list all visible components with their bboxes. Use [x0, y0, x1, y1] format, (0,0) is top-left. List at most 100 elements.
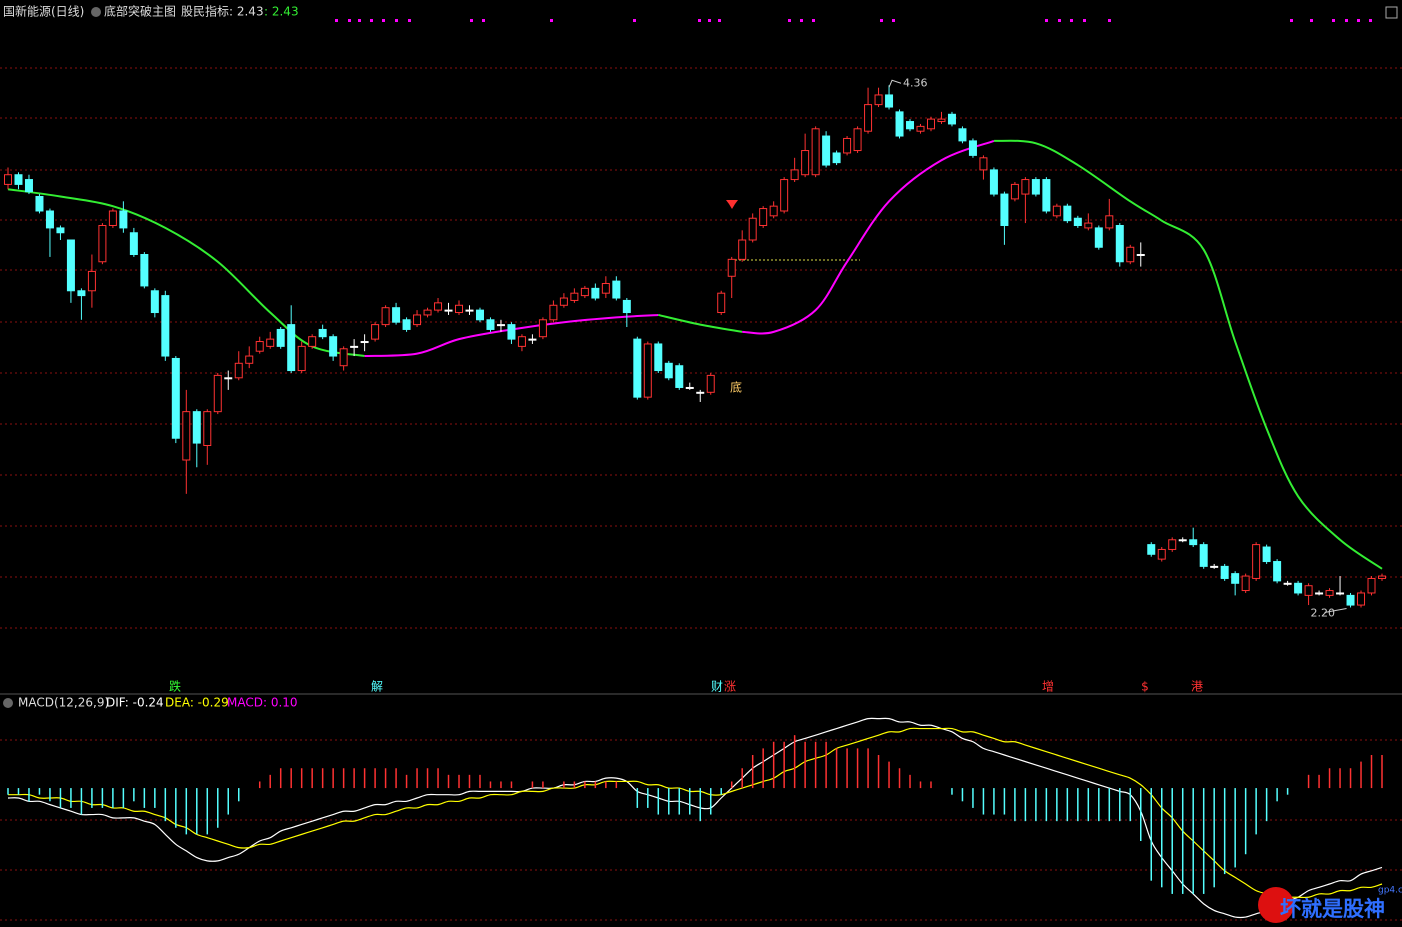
candle-body — [874, 94, 883, 106]
watermark-site: gp4.cn — [1378, 886, 1402, 896]
candle-body — [1315, 592, 1324, 595]
candle-body — [717, 292, 726, 314]
candle-body — [444, 309, 453, 312]
candle-body — [591, 287, 600, 299]
candle-body — [1189, 539, 1198, 546]
candle-body — [4, 174, 12, 185]
candle-body — [549, 304, 558, 321]
candle-body — [570, 292, 579, 301]
candle-body — [1031, 179, 1040, 195]
window-icon[interactable] — [1385, 6, 1398, 19]
candle-body — [276, 328, 285, 347]
signal-dot — [788, 19, 791, 22]
candle-body — [1336, 592, 1345, 595]
candle-body — [308, 336, 317, 347]
signal-text: 增 — [1042, 680, 1054, 694]
candle-body — [224, 377, 233, 380]
candle-body — [266, 338, 275, 347]
candle-body — [1126, 246, 1135, 263]
menu-icon[interactable] — [91, 7, 101, 17]
macd-line — [7, 727, 1383, 899]
signal-dot — [1070, 19, 1073, 22]
signal-dot — [1290, 19, 1293, 22]
candle-body — [1063, 205, 1072, 222]
candle-body — [832, 152, 841, 164]
candle-body — [696, 391, 705, 394]
ma-line — [742, 139, 995, 335]
chart-subtitle: 底部突破主图 — [104, 4, 176, 19]
candle-body — [203, 411, 212, 446]
candle-body — [947, 113, 956, 125]
candle-body — [24, 179, 33, 193]
candle-body — [1010, 183, 1019, 200]
candle-body — [1000, 193, 1009, 226]
signal-dot — [633, 19, 636, 22]
candle-body — [392, 307, 401, 323]
candle-body — [843, 137, 852, 154]
candle-body — [465, 309, 474, 312]
candle-body — [1367, 577, 1376, 594]
candle-body — [727, 258, 736, 277]
signal-dot — [1357, 19, 1360, 22]
candle-body — [413, 314, 422, 326]
min-label: 2.20 — [1311, 606, 1336, 619]
candle-body — [906, 121, 915, 130]
candle-body — [1346, 594, 1355, 606]
candle-body — [989, 169, 998, 195]
candle-body — [87, 270, 96, 292]
ma-line — [7, 188, 365, 358]
candle-body — [916, 125, 925, 132]
candle-body — [1283, 582, 1292, 585]
candle-body — [633, 338, 642, 398]
candle-body — [790, 169, 799, 181]
signal-text: $ — [1141, 680, 1149, 694]
signal-text: 港 — [1191, 680, 1203, 694]
candle-body — [801, 150, 810, 176]
candle-body — [45, 210, 54, 229]
candle-body — [1147, 544, 1156, 555]
min-pointer — [1324, 607, 1347, 613]
candle-body — [297, 345, 306, 372]
candle-body — [517, 336, 526, 347]
candle-body — [108, 210, 117, 226]
candle-body — [350, 345, 359, 348]
candle-body — [1157, 548, 1166, 560]
candle-body — [1178, 539, 1187, 542]
candle-body — [612, 280, 621, 299]
candle-body — [1042, 179, 1051, 212]
signal-text: 财 — [711, 680, 723, 694]
candle-body — [213, 374, 222, 413]
candle-body — [234, 362, 243, 379]
watermark: 坏就是股神 — [1280, 897, 1385, 921]
candle-body — [360, 341, 369, 344]
candle-body — [140, 254, 149, 287]
candle-body — [1262, 546, 1271, 563]
candle-body — [1021, 179, 1030, 195]
candle-body — [1357, 592, 1366, 606]
candle-body — [66, 239, 75, 292]
signal-dot — [470, 19, 473, 22]
candle-body — [1241, 575, 1250, 592]
macd-menu-icon[interactable] — [3, 698, 13, 708]
signal-dot — [1345, 19, 1348, 22]
candle-body — [423, 309, 432, 316]
signal-dot — [335, 19, 338, 22]
ma-line — [658, 313, 743, 333]
signal-dot — [370, 19, 373, 22]
candle-body — [245, 355, 254, 364]
macd-line — [7, 717, 1383, 919]
candle-body — [434, 302, 443, 311]
candle-body — [287, 324, 296, 372]
candle-body — [381, 307, 390, 326]
signal-dot — [408, 19, 411, 22]
max-label: 4.36 — [903, 76, 928, 89]
candle-body — [759, 208, 768, 226]
candle-body — [475, 309, 484, 321]
candle-body — [161, 295, 170, 357]
signal-dot — [880, 19, 883, 22]
chart-title: 国新能源(日线) — [3, 4, 84, 19]
candle-body — [329, 336, 338, 357]
candle-body — [538, 319, 547, 338]
signal-dot — [482, 19, 485, 22]
